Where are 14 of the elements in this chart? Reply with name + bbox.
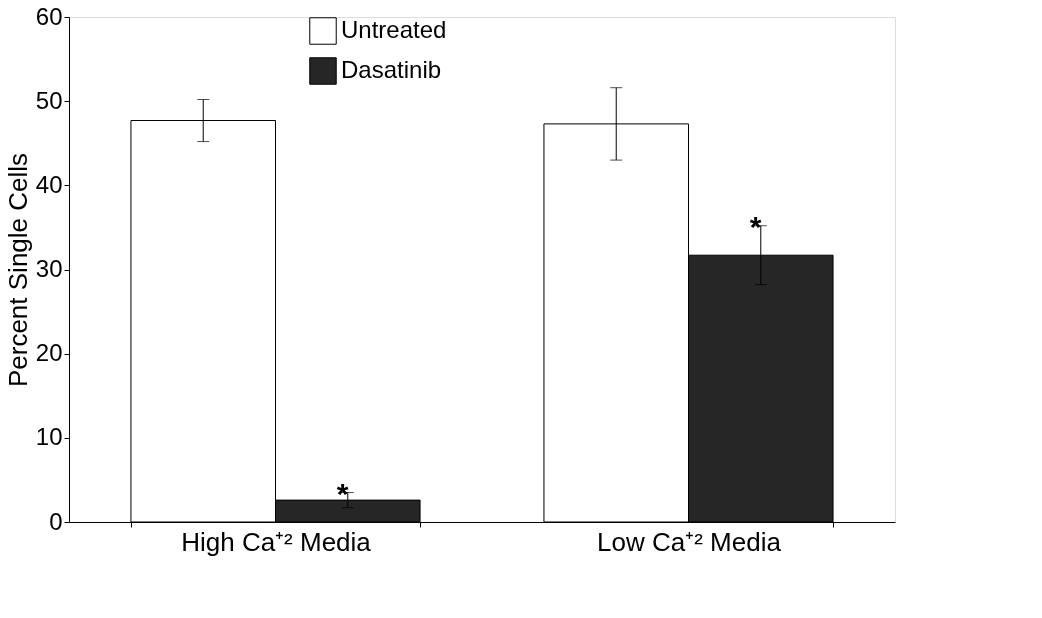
y-tick-label: 60 bbox=[35, 2, 63, 30]
y-tick-label: 10 bbox=[35, 423, 63, 451]
legend-label: Dasatinib bbox=[341, 56, 442, 83]
y-tick-label: 40 bbox=[35, 170, 63, 198]
x-tick-label: High Ca⁺² Media bbox=[181, 526, 372, 557]
x-tick-label: Low Ca⁺² Media bbox=[597, 526, 782, 557]
annotation: * bbox=[336, 477, 349, 511]
y-tick-label: 0 bbox=[49, 507, 63, 535]
y-tick-label: 20 bbox=[35, 339, 63, 367]
legend-label: Untreated bbox=[341, 16, 447, 43]
y-tick-label: 30 bbox=[35, 255, 63, 282]
y-axis-title: Percent Single Cells bbox=[2, 152, 33, 388]
annotation: * bbox=[749, 210, 762, 244]
y-tick-label: 50 bbox=[35, 86, 63, 114]
